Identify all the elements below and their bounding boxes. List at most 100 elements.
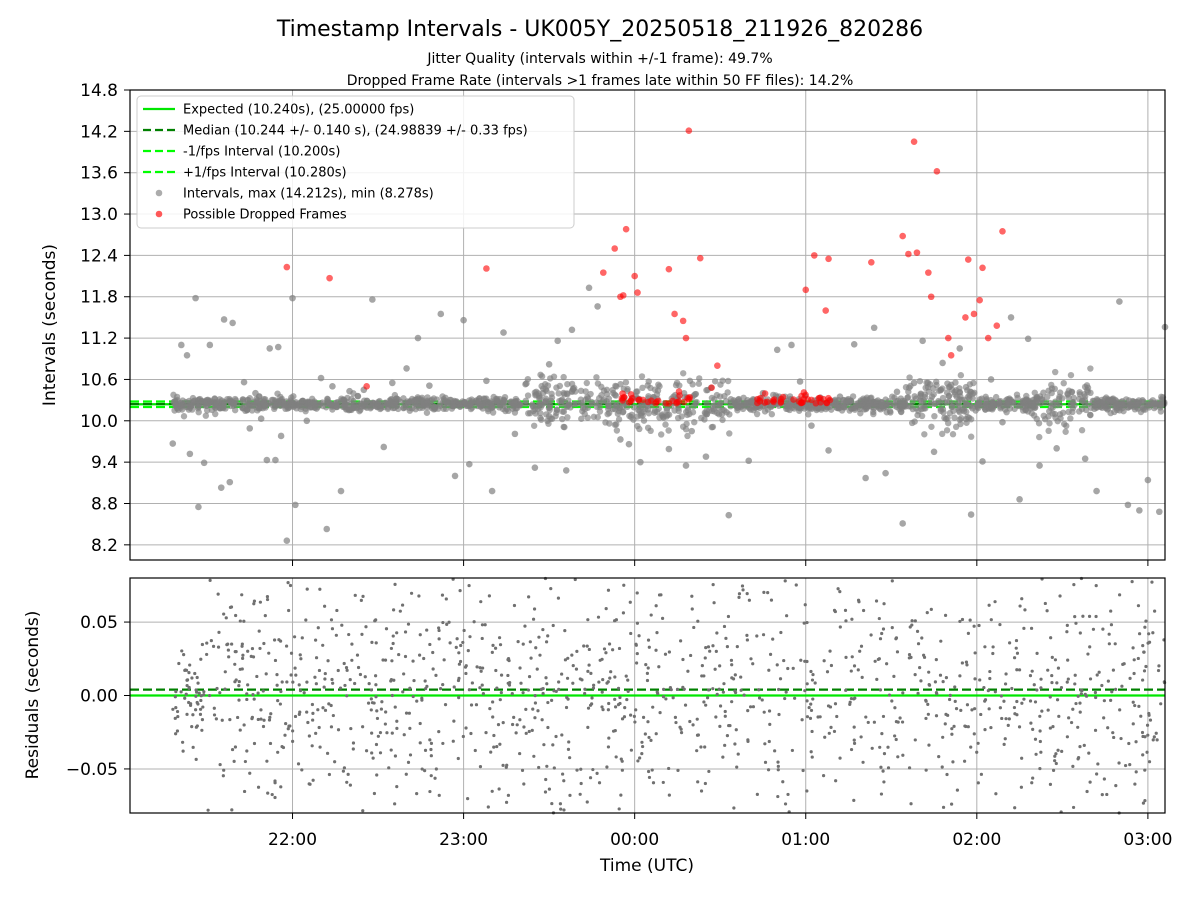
residual-point: [1087, 614, 1092, 618]
residual-point: [341, 769, 345, 773]
residual-point: [875, 677, 879, 681]
interval-point: [1094, 400, 1102, 408]
interval-point: [240, 396, 247, 403]
residual-point: [944, 712, 948, 716]
residual-point: [779, 630, 783, 635]
interval-point: [483, 377, 490, 385]
residual-point: [374, 695, 378, 699]
residual-point: [907, 766, 912, 770]
dropped-frame-point: [913, 249, 921, 256]
residual-point: [668, 685, 673, 690]
residual-point: [273, 795, 277, 800]
interval-point: [509, 405, 516, 412]
residual-point: [255, 674, 259, 679]
interval-point: [1113, 401, 1121, 409]
residual-point: [1059, 685, 1064, 690]
residual-point: [646, 666, 650, 670]
residual-point: [234, 613, 238, 618]
residual-point: [262, 641, 266, 646]
residual-point: [493, 646, 498, 650]
residual-point: [532, 754, 536, 758]
residual-point: [999, 694, 1003, 698]
residual-point: [1012, 705, 1017, 710]
residual-point: [874, 599, 879, 603]
interval-point: [935, 397, 942, 405]
y-tick-label: −0.05: [66, 760, 118, 780]
interval-point: [1070, 394, 1077, 401]
residual-point: [437, 730, 441, 734]
interval-point: [634, 422, 641, 430]
residual-point: [314, 682, 318, 686]
residual-point: [1078, 710, 1082, 714]
residual-point: [174, 732, 178, 736]
residual-point: [811, 697, 815, 701]
residual-point: [245, 692, 249, 696]
interval-point: [386, 400, 394, 407]
residual-point: [575, 649, 579, 653]
residual-point: [299, 657, 303, 661]
interval-point: [414, 403, 421, 410]
residual-point: [887, 693, 892, 697]
residual-point: [1109, 609, 1113, 613]
interval-point: [476, 395, 483, 402]
residual-point: [929, 607, 933, 611]
residual-point: [250, 646, 255, 651]
residual-point: [900, 720, 905, 724]
residual-point: [175, 709, 180, 714]
residual-point: [960, 661, 964, 665]
residual-point: [176, 714, 180, 719]
interval-point: [987, 376, 995, 383]
residual-point: [934, 690, 939, 695]
residual-point: [491, 700, 495, 704]
residual-point: [1107, 632, 1111, 636]
residual-point: [202, 690, 206, 694]
residual-point: [445, 622, 449, 626]
interval-point: [484, 407, 492, 415]
residual-point: [951, 760, 955, 764]
residual-point: [664, 697, 668, 701]
interval-point: [645, 378, 652, 385]
residual-point: [217, 630, 221, 634]
interval-point: [698, 414, 705, 422]
interval-point: [185, 406, 193, 413]
residual-point: [732, 806, 736, 810]
residual-point: [586, 669, 590, 673]
residual-point: [791, 666, 795, 670]
residual-point: [634, 643, 638, 647]
interval-point: [909, 398, 916, 405]
y-tick-label: 9.4: [91, 453, 118, 473]
interval-point: [1014, 402, 1021, 409]
residual-point: [939, 639, 943, 643]
bottom-panel-reference-lines: [130, 688, 1165, 697]
x-tick-label: 01:00: [781, 830, 830, 850]
residual-point: [828, 649, 832, 653]
residual-point: [566, 747, 571, 751]
residual-point: [673, 715, 678, 719]
residual-point: [614, 755, 618, 759]
interval-point: [1044, 393, 1051, 401]
residual-point: [369, 688, 373, 692]
interval-point: [317, 374, 325, 382]
residual-point: [468, 635, 472, 639]
interval-point: [808, 422, 815, 429]
residual-point: [267, 718, 272, 722]
residual-point: [706, 645, 711, 649]
interval-point: [893, 388, 901, 396]
residual-point: [533, 716, 537, 720]
interval-point: [674, 414, 682, 422]
residual-point: [966, 725, 970, 729]
residual-point: [618, 695, 622, 700]
residual-point: [1008, 641, 1012, 645]
residual-point: [1029, 721, 1033, 725]
residual-point: [861, 760, 865, 764]
residual-point: [305, 587, 309, 591]
residual-point: [1028, 699, 1033, 703]
residual-point: [311, 718, 315, 722]
residual-point: [369, 708, 373, 712]
dropped-frame-point: [778, 395, 785, 403]
residual-point: [949, 802, 954, 806]
interval-point: [451, 472, 459, 480]
interval-point: [1123, 396, 1130, 403]
residual-point: [329, 618, 334, 622]
interval-point: [169, 440, 177, 447]
